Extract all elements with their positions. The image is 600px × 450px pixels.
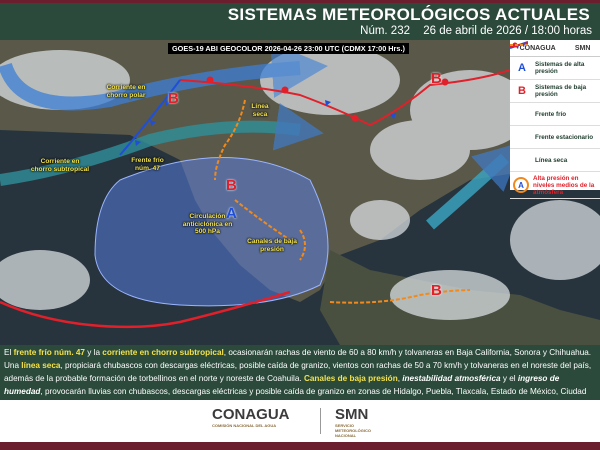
smn-logo: SMN SERVICIO METEOROLÓGICO NACIONAL	[335, 406, 375, 438]
anticyclone	[94, 157, 329, 307]
legend-icon	[510, 44, 531, 167]
bulletin-text: corriente en chorro subtropical	[102, 348, 224, 357]
map-label: Circulación anticiclónica en 500 hPa	[182, 213, 233, 235]
legend-label: Línea seca	[535, 156, 568, 164]
legend-label: Alta presión en niveles medios de la atm…	[533, 174, 595, 196]
header: SISTEMAS METEOROLÓGICOS ACTUALES Núm. 23…	[0, 0, 600, 40]
footer: CONAGUA COMISIÓN NACIONAL DEL AGUA SMN S…	[0, 400, 600, 442]
dry-line-icon	[510, 44, 528, 46]
legend-icon	[510, 41, 531, 121]
map: GOES-19 ABI GEOCOLOR 2026-04-26 23:00 UT…	[0, 40, 600, 345]
legend-item: Frente frío	[510, 41, 600, 126]
stationary-front	[179, 69, 511, 127]
polar-jet	[0, 42, 328, 111]
bulletin-text: , ocasionarán rachas de viento de 60 a 8…	[4, 348, 592, 370]
conagua-logo: CONAGUA COMISIÓN NACIONAL DEL AGUA	[212, 406, 290, 428]
legend-item: B Sistemas de baja presión	[510, 80, 600, 103]
legend-label: Frente estacionario	[535, 133, 594, 141]
bulletin-text: El	[4, 348, 14, 357]
jet-red-line	[0, 290, 291, 329]
map-label: Canales de baja presión	[247, 238, 297, 253]
bulletin-number: Núm. 232	[360, 25, 410, 37]
bulletin-text: inestabilidad atmosférica	[402, 374, 501, 383]
subtropical-jet	[0, 102, 324, 186]
title: SISTEMAS METEOROLÓGICOS ACTUALES	[227, 5, 590, 24]
pressure-center: B	[431, 282, 442, 299]
bulletin-text: y la	[85, 348, 103, 357]
bulletin-text: ingreso de humedad	[4, 374, 560, 396]
clouds	[0, 45, 600, 320]
legend-label: Sistemas de alta presión	[535, 61, 585, 75]
map-label: Frente frío núm. 47	[131, 157, 164, 172]
conagua-name: CONAGUA	[212, 406, 290, 423]
legend-symbol: B	[518, 85, 526, 97]
divider	[320, 408, 321, 434]
logo-text: CONAGUA	[519, 44, 556, 52]
pressure-center: A	[226, 205, 237, 222]
front-symbols-warm	[206, 76, 449, 122]
bulletin-text: línea seca	[21, 361, 61, 370]
bulletin-text: frente frío núm. 47	[13, 348, 85, 357]
legend-symbol: A	[513, 177, 529, 193]
pressure-center: B	[168, 90, 179, 107]
smn-full: SERVICIO METEOROLÓGICO NACIONAL	[335, 423, 371, 438]
bulletin-text: Canales de baja presión	[303, 374, 398, 383]
trough	[234, 199, 471, 304]
bottom-strip	[0, 442, 600, 450]
map-label: Línea seca	[251, 103, 269, 118]
subtitle: Núm. 232 26 de abril de 2026 / 18:00 hor…	[350, 25, 592, 37]
map-graphic	[0, 40, 600, 345]
bulletin: El frente frío núm. 47 y la corriente en…	[0, 345, 600, 409]
map-label: Corriente en chorro subtropical	[30, 158, 90, 173]
legend-item: A Sistemas de alta presión	[510, 57, 600, 80]
legend-item: Frente estacionario	[510, 42, 600, 149]
legend-item: A Alta presión en niveles medios de la at…	[510, 172, 600, 199]
legend-label: Sistemas de baja presión	[535, 84, 587, 98]
legend-symbol: A	[518, 62, 526, 74]
pressure-center: B	[431, 70, 442, 87]
conagua-full: COMISIÓN NACIONAL DEL AGUA	[212, 423, 277, 428]
satellite-label: GOES-19 ABI GEOCOLOR 2026-04-26 23:00 UT…	[168, 43, 409, 54]
bulletin-text: , propiciará chubascos con descargas elé…	[4, 361, 592, 383]
legend-label: Frente frío	[535, 110, 567, 118]
logo-text: SMN	[574, 44, 591, 52]
legend-icon	[510, 42, 531, 144]
map-label: Corriente en chorro polar	[106, 84, 146, 99]
legend-item: Línea seca	[510, 44, 600, 172]
front-symbols	[135, 100, 396, 146]
bulletin-text: ,	[397, 374, 403, 383]
cold-front	[119, 79, 181, 156]
pressure-center: B	[226, 177, 237, 194]
moisture-flow	[426, 141, 523, 230]
smn-name: SMN	[335, 406, 369, 423]
bulletin-text: y el	[500, 374, 518, 383]
legend-logos: CONAGUA SMN	[510, 40, 600, 57]
dry-line	[214, 99, 246, 181]
bulletin-date: 26 de abril de 2026 / 18:00 horas	[423, 25, 592, 37]
